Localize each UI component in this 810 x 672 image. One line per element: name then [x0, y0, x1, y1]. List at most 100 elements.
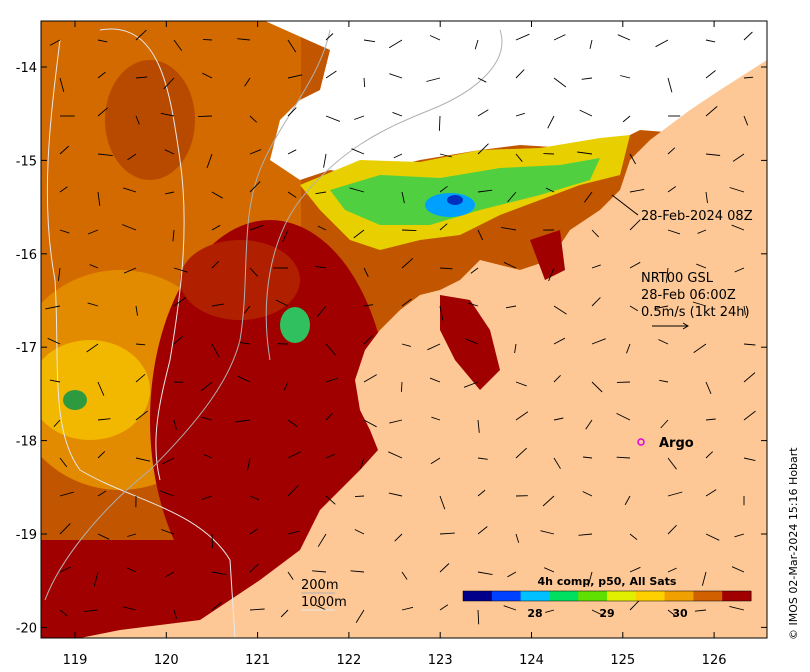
current-arrow [363, 335, 373, 345]
contour-1000m-label: 1000m [301, 595, 347, 610]
current-arrow [660, 419, 669, 429]
contour-1000m [46, 39, 236, 638]
current-arrow [239, 342, 251, 345]
colorbar-segment [664, 591, 694, 601]
current-arrow [126, 567, 137, 573]
current-arrow [426, 77, 441, 82]
current-arrows [45, 29, 756, 625]
current-arrow [325, 343, 337, 356]
current-arrow [249, 495, 260, 501]
colorbar-segment [549, 591, 579, 601]
current-arrow [467, 302, 479, 307]
colorbar-frame [462, 590, 752, 602]
current-arrow [283, 381, 289, 391]
colorbar-segment [722, 591, 752, 601]
current-arrow [164, 571, 175, 578]
current-arrow [545, 609, 555, 613]
current-arrow [315, 265, 327, 269]
current-arrow [659, 379, 669, 383]
current-arrow [165, 191, 175, 195]
current-arrow [280, 609, 289, 618]
lon-ticks: 119 120 121 122 123 124 125 126 [63, 21, 727, 668]
current-arrow [591, 297, 601, 307]
current-arrow [584, 191, 593, 203]
current-arrow [135, 115, 140, 125]
current-arrow [211, 303, 225, 307]
current-arrow [577, 151, 593, 155]
current-arrow [589, 39, 593, 49]
current-arrow [705, 381, 712, 394]
current-arrow [581, 77, 593, 80]
current-arrow [667, 491, 683, 497]
current-arrow [667, 186, 677, 193]
current-arrow [355, 609, 365, 623]
plot-frame [40, 20, 768, 639]
current-arrow [553, 305, 567, 315]
current-arrow [249, 528, 258, 535]
current-arrow [325, 33, 334, 41]
sst-band-green [330, 158, 600, 225]
current-arrow [353, 229, 365, 239]
current-arrow [582, 456, 593, 459]
current-arrow [201, 416, 213, 421]
current-arrow [237, 38, 251, 41]
image-time-pointer [611, 194, 639, 216]
current-arrow [701, 571, 707, 586]
current-arrow [515, 411, 529, 421]
current-arrow [325, 70, 337, 79]
sst-patch-green [280, 307, 310, 343]
current-arrow [667, 567, 677, 573]
current-arrow [705, 153, 721, 156]
colorbar-segment [635, 591, 666, 601]
current-arrow [743, 305, 746, 316]
current-arrow [553, 337, 566, 345]
current-arrow [135, 343, 146, 346]
current-arrow [629, 219, 641, 231]
sst-patch [105, 60, 195, 180]
current-arrow [97, 490, 107, 497]
current-arrow [705, 191, 708, 204]
current-arrow [542, 495, 555, 507]
current-arrow [173, 297, 187, 307]
current-arrow [323, 153, 327, 168]
current-arrow [135, 410, 148, 421]
current-arrow [439, 185, 448, 193]
current-arrow [705, 106, 718, 117]
cloud-mask [265, 21, 767, 180]
current-arrow [515, 381, 527, 387]
current-arrow [629, 261, 641, 269]
lat-tick-label: -16 [16, 248, 37, 263]
current-arrow [734, 533, 745, 538]
current-arrow [317, 533, 327, 547]
current-arrow [654, 305, 669, 310]
current-arrow [49, 379, 61, 383]
current-arrow [86, 343, 99, 353]
lat-tick-label: -19 [16, 528, 37, 543]
current-arrow [160, 112, 175, 117]
current-arrow [705, 451, 714, 459]
contour-200m [44, 29, 331, 601]
sst-coastal-warm [530, 230, 565, 280]
current-arrow [203, 454, 213, 459]
current-arrow [401, 257, 414, 269]
current-arrow [87, 229, 99, 235]
current-arrow [477, 571, 493, 576]
current-arrow [429, 35, 441, 41]
contour-1000m [99, 28, 185, 481]
current-arrow [743, 76, 754, 79]
current-arrow [244, 77, 251, 87]
current-arrow [122, 187, 137, 193]
current-arrow [743, 457, 756, 462]
current-arrow [249, 181, 261, 193]
current-arrow [667, 77, 673, 93]
current-arrow [89, 264, 99, 269]
current-arrow [59, 145, 70, 155]
current-arrow [211, 191, 223, 199]
current-arrow [287, 530, 300, 535]
current-arrow [93, 571, 99, 587]
current-arrow [249, 224, 264, 231]
current-arrow [729, 187, 745, 193]
current-arrow [629, 599, 641, 611]
current-arrow [201, 495, 213, 500]
current-arrow [325, 495, 336, 505]
